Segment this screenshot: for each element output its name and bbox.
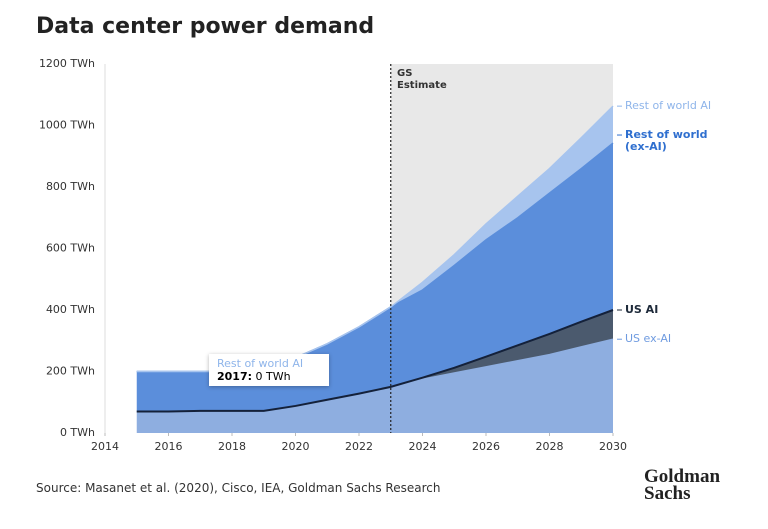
x-tick-label: 2030 [599,440,627,453]
x-tick-label: 2026 [472,440,500,453]
tooltip-value-label: 0 TWh [255,370,291,383]
y-tick-label: 400 TWh [46,303,95,316]
area [136,143,613,412]
tooltip: Rest of world AI 2017: 0 TWh [209,354,329,386]
y-tick-label: 1000 TWh [39,119,95,132]
legend-label: US ex-AI [625,332,672,346]
x-tick-label: 2016 [155,440,183,453]
estimate-label: GS Estimate [397,68,447,91]
x-tick-label: 2018 [218,440,246,453]
legend-label: US AI [625,303,659,316]
area [136,339,613,433]
x-tick-label: 2022 [345,440,373,453]
x-tick-label: 2014 [91,440,119,453]
y-tick-label: 1200 TWh [39,57,95,70]
y-tick-label: 800 TWh [46,180,95,193]
tooltip-series: Rest of world AI [217,357,304,370]
legend-label: Rest of world (ex-AI) [625,128,708,154]
area-edge [136,309,614,413]
x-tick-label: 2028 [536,440,564,453]
source: Source: Masanet et al. (2020), Cisco, IE… [36,481,441,495]
logo-line: Sachs [644,483,691,504]
x-tick-label: 2020 [282,440,310,453]
logo-line: Goldman [644,466,721,487]
chart-title: Data center power demand [36,14,375,39]
tooltip-date: 2017: [217,370,253,383]
y-tick-label: 0 TWh [60,426,95,439]
legend-label: Rest of world AI [625,99,712,113]
tooltip-value: 2017: 0 TWh [217,370,321,383]
logo: Goldman Sachs [644,466,721,504]
x-tick-label: 2024 [409,440,437,453]
y-tick-label: 600 TWh [46,242,95,255]
y-tick-label: 200 TWh [46,365,95,378]
